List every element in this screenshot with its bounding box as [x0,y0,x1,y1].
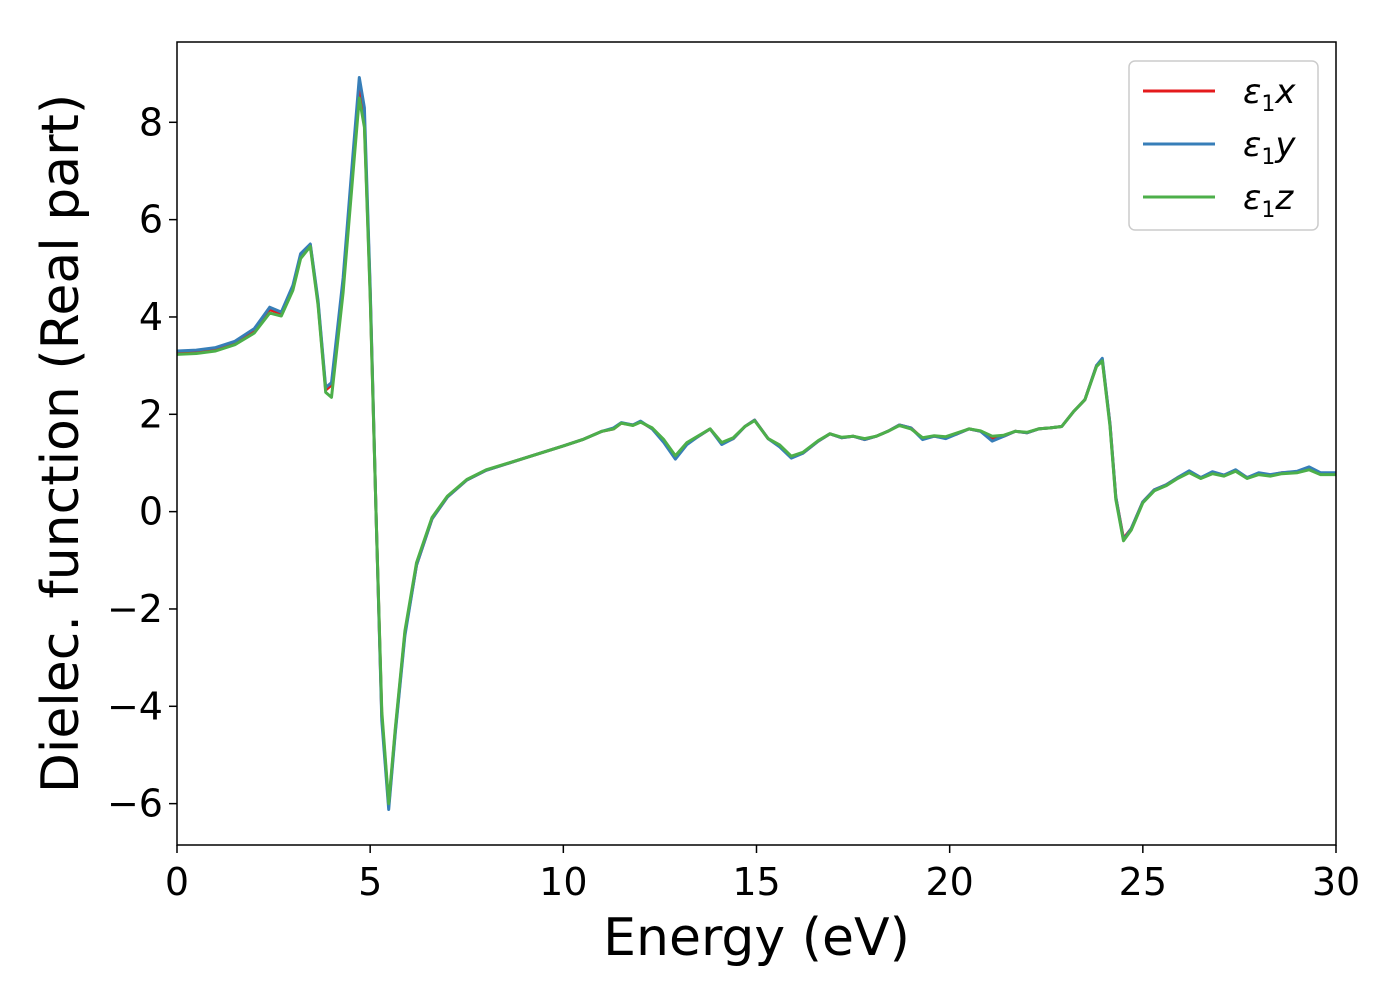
x-tick-label: 5 [358,860,382,904]
x-tick-label: 0 [165,860,189,904]
x-axis-title: Energy (eV) [603,908,910,968]
y-axis-title: Dielec. function (Real part) [31,94,91,793]
y-tick-label: −4 [107,684,163,728]
y-tick-label: −2 [107,587,163,631]
series-layer [177,76,1336,811]
x-tick-label: 20 [925,860,973,904]
y-tick-label: −6 [107,782,163,826]
legend-label-y: ε1y [1243,125,1296,170]
legend-label-z: ε1z [1243,178,1294,223]
x-tick-label: 10 [539,860,587,904]
x-axis-ticks: 0 5 10 15 20 25 30 [165,845,1360,904]
series-line-z [177,96,1336,806]
legend: ε1x ε1y ε1z [1128,60,1319,231]
y-tick-label: 2 [139,392,163,436]
x-tick-label: 30 [1312,860,1360,904]
y-tick-label: 0 [139,490,163,534]
y-tick-label: 4 [139,295,163,339]
legend-label-x: ε1x [1243,72,1296,117]
x-tick-label: 25 [1119,860,1167,904]
y-axis-ticks: −6 −4 −2 0 2 4 6 8 [107,100,177,826]
y-tick-label: 8 [139,100,163,144]
x-tick-label: 15 [732,860,780,904]
legend-box [1128,60,1319,231]
y-tick-label: 6 [139,198,163,242]
